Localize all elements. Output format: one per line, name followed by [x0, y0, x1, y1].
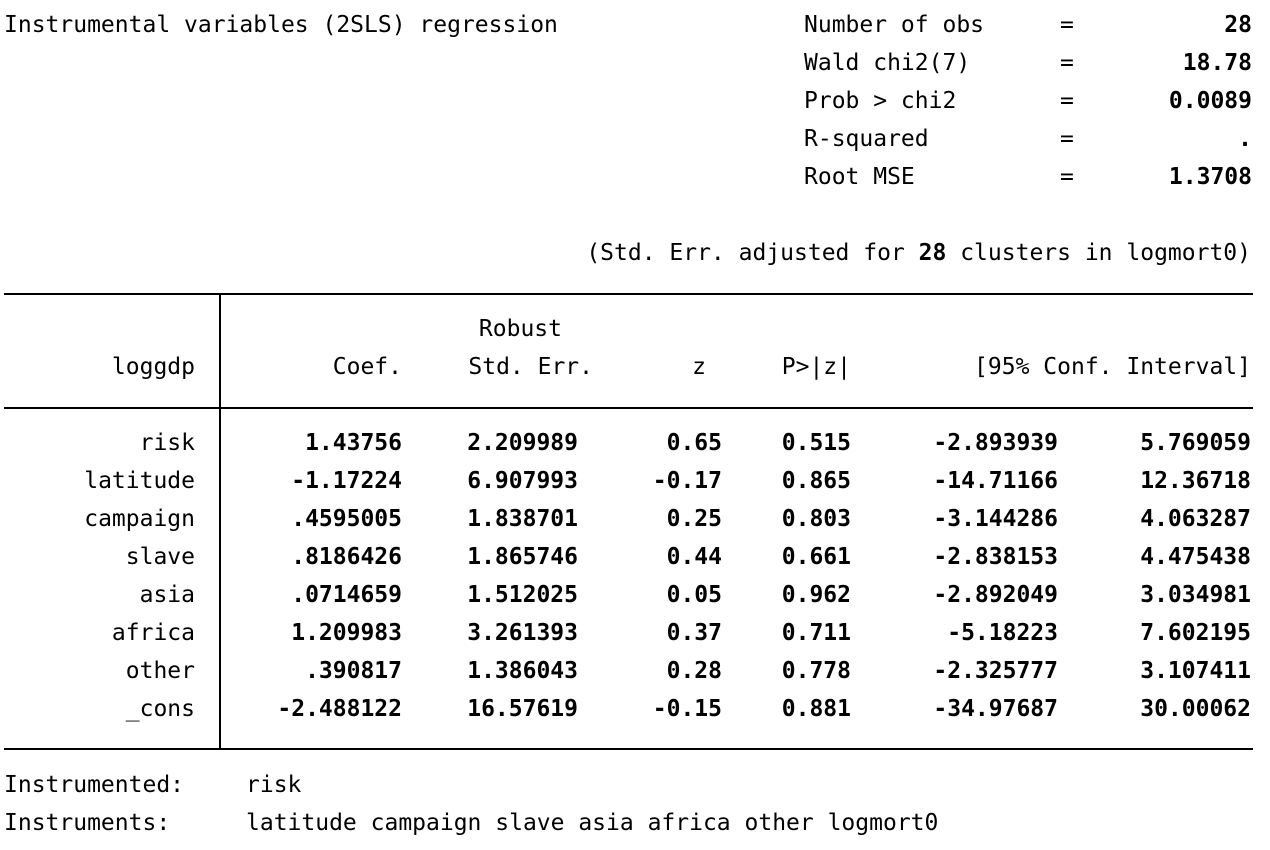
- row-variable: _cons: [125, 696, 195, 722]
- stat-label: Wald chi2(7): [804, 50, 971, 76]
- instrumented-label: Instrumented:: [4, 772, 185, 798]
- cluster-note: (Std. Err. adjusted for 28 clusters in l…: [300, 238, 1251, 268]
- row-variable: latitude: [84, 468, 195, 494]
- table-row: latitude -1.17224 6.907993 -0.17 0.865 -14.71…: [0, 466, 1270, 504]
- row-ci-upper: 12.36718: [1140, 468, 1251, 494]
- table-column-divider: [219, 294, 221, 749]
- stat-value: 0.0089: [1168, 88, 1252, 114]
- row-coef: .390817: [305, 658, 402, 684]
- row-ci-upper: 3.107411: [1140, 658, 1251, 684]
- instrumented-value: risk: [246, 772, 302, 798]
- stat-equals: =: [1060, 126, 1074, 152]
- row-ci-upper: 4.475438: [1140, 544, 1251, 570]
- stat-equals: =: [1060, 50, 1074, 76]
- z-header: z: [692, 354, 706, 380]
- row-z: 0.65: [666, 430, 722, 456]
- row-p: 0.711: [781, 620, 851, 646]
- row-p: 0.661: [781, 544, 851, 570]
- row-ci-upper: 30.00062: [1140, 696, 1251, 722]
- table-row: slave .8186426 1.865746 0.44 0.661 -2.838153 4…: [0, 542, 1270, 580]
- row-coef: .4595005: [291, 506, 402, 532]
- se-header: Std. Err.: [468, 354, 593, 380]
- row-z: 0.28: [666, 658, 722, 684]
- row-p: 0.515: [781, 430, 851, 456]
- row-z: -0.17: [652, 468, 722, 494]
- stat-equals: =: [1060, 164, 1074, 190]
- row-ci-upper: 4.063287: [1140, 506, 1251, 532]
- row-z: 0.37: [666, 620, 722, 646]
- row-se: 1.386043: [467, 658, 578, 684]
- table-row: asia .0714659 1.512025 0.05 0.962 -2.892049 3.…: [0, 580, 1270, 618]
- row-z: -0.15: [652, 696, 722, 722]
- ci-header: [95% Conf. Interval]: [974, 354, 1251, 380]
- row-se: 16.57619: [467, 696, 578, 722]
- row-p: 0.803: [781, 506, 851, 532]
- row-z: 0.05: [666, 582, 722, 608]
- table-row: other .390817 1.386043 0.28 0.778 -2.325777 3.…: [0, 656, 1270, 694]
- row-ci-lower: -2.838153: [933, 544, 1058, 570]
- row-ci-lower: -2.893939: [933, 430, 1058, 456]
- stat-label: Prob > chi2: [804, 88, 957, 114]
- stat-label: R-squared: [804, 126, 929, 152]
- p-header: P>|z|: [781, 354, 851, 380]
- stat-equals: =: [1060, 88, 1074, 114]
- row-ci-lower: -3.144286: [933, 506, 1058, 532]
- row-se: 1.838701: [467, 506, 578, 532]
- row-z: 0.25: [666, 506, 722, 532]
- row-variable: africa: [111, 620, 195, 646]
- row-coef: .8186426: [291, 544, 402, 570]
- row-p: 0.962: [781, 582, 851, 608]
- table-row: campaign .4595005 1.838701 0.25 0.803 -3.1442…: [0, 504, 1270, 542]
- row-coef: -2.488122: [277, 696, 402, 722]
- coef-header: Coef.: [332, 354, 402, 380]
- row-coef: 1.43756: [305, 430, 402, 456]
- table-top-rule: [4, 293, 1253, 295]
- stat-value: .: [1238, 126, 1252, 152]
- instruments-value: latitude campaign slave asia africa othe…: [246, 810, 939, 836]
- row-variable: risk: [139, 430, 195, 456]
- row-se: 3.261393: [467, 620, 578, 646]
- row-ci-lower: -34.97687: [933, 696, 1058, 722]
- row-ci-lower: -5.18223: [947, 620, 1058, 646]
- stat-value: 28: [1224, 12, 1252, 38]
- stat-value: 1.3708: [1168, 164, 1252, 190]
- row-p: 0.778: [781, 658, 851, 684]
- row-variable: campaign: [84, 506, 195, 532]
- row-se: 2.209989: [467, 430, 578, 456]
- row-se: 1.865746: [467, 544, 578, 570]
- cluster-note-suffix: clusters in logmort0): [946, 240, 1251, 266]
- row-variable: asia: [139, 582, 195, 608]
- row-ci-lower: -14.71166: [933, 468, 1058, 494]
- row-ci-upper: 3.034981: [1140, 582, 1251, 608]
- row-p: 0.881: [781, 696, 851, 722]
- row-se: 1.512025: [467, 582, 578, 608]
- row-variable: slave: [125, 544, 195, 570]
- robust-header: Robust: [478, 316, 562, 342]
- stat-value: 18.78: [1182, 50, 1252, 76]
- table-row: africa 1.209983 3.261393 0.37 0.711 -5.18223 7…: [0, 618, 1270, 656]
- row-variable: other: [125, 658, 195, 684]
- row-z: 0.44: [666, 544, 722, 570]
- row-coef: -1.17224: [291, 468, 402, 494]
- table-bottom-rule: [4, 748, 1253, 750]
- table-row: risk 1.43756 2.209989 0.65 0.515 -2.893939 5.7…: [0, 428, 1270, 466]
- row-coef: 1.209983: [291, 620, 402, 646]
- stat-label: Root MSE: [804, 164, 915, 190]
- stat-equals: =: [1060, 12, 1074, 38]
- row-ci-lower: -2.892049: [933, 582, 1058, 608]
- row-coef: .0714659: [291, 582, 402, 608]
- row-se: 6.907993: [467, 468, 578, 494]
- table-row: _cons -2.488122 16.57619 -0.15 0.881 -34.9768…: [0, 694, 1270, 732]
- table-header-rule: [4, 407, 1253, 409]
- cluster-count: 28: [918, 240, 947, 266]
- row-p: 0.865: [781, 468, 851, 494]
- regression-title: Instrumental variables (2SLS) regression: [4, 12, 558, 38]
- cluster-note-prefix: (Std. Err. adjusted for: [586, 240, 919, 266]
- row-ci-lower: -2.325777: [933, 658, 1058, 684]
- row-ci-upper: 7.602195: [1140, 620, 1251, 646]
- stat-label: Number of obs: [804, 12, 985, 38]
- instruments-label: Instruments:: [4, 810, 171, 836]
- depvar-header: loggdp: [111, 354, 195, 380]
- row-ci-upper: 5.769059: [1140, 430, 1251, 456]
